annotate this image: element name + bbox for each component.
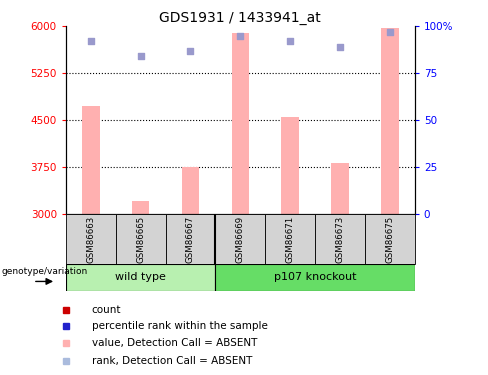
Bar bbox=[265, 214, 315, 264]
Bar bbox=[165, 214, 215, 264]
Point bbox=[87, 38, 95, 44]
Text: GSM86665: GSM86665 bbox=[136, 215, 145, 262]
Bar bbox=[66, 214, 116, 264]
Bar bbox=[282, 117, 299, 214]
Text: GSM86673: GSM86673 bbox=[336, 215, 345, 262]
Text: wild type: wild type bbox=[115, 273, 166, 282]
Bar bbox=[365, 214, 415, 264]
Text: rank, Detection Call = ABSENT: rank, Detection Call = ABSENT bbox=[92, 356, 252, 366]
Text: GSM86669: GSM86669 bbox=[236, 216, 245, 262]
Text: GSM86671: GSM86671 bbox=[285, 215, 295, 262]
Bar bbox=[182, 167, 199, 214]
Text: value, Detection Call = ABSENT: value, Detection Call = ABSENT bbox=[92, 338, 257, 348]
Text: percentile rank within the sample: percentile rank within the sample bbox=[92, 321, 267, 331]
Bar bbox=[116, 214, 165, 264]
Text: GSM86675: GSM86675 bbox=[386, 215, 394, 262]
Point bbox=[237, 33, 244, 39]
Text: count: count bbox=[92, 305, 121, 315]
Point bbox=[186, 48, 194, 54]
Title: GDS1931 / 1433941_at: GDS1931 / 1433941_at bbox=[160, 11, 321, 25]
Text: genotype/variation: genotype/variation bbox=[1, 267, 87, 276]
Bar bbox=[315, 214, 365, 264]
Bar bbox=[66, 264, 215, 291]
Text: p107 knockout: p107 knockout bbox=[274, 273, 356, 282]
Bar bbox=[381, 27, 399, 214]
Bar bbox=[215, 264, 415, 291]
Bar bbox=[82, 106, 100, 214]
Bar bbox=[331, 162, 349, 214]
Point bbox=[386, 29, 394, 35]
Point bbox=[286, 38, 294, 44]
Text: GSM86663: GSM86663 bbox=[86, 215, 95, 262]
Bar bbox=[232, 33, 249, 214]
Text: GSM86667: GSM86667 bbox=[186, 215, 195, 262]
Bar bbox=[132, 201, 149, 214]
Point bbox=[336, 44, 344, 50]
Bar bbox=[215, 214, 265, 264]
Point bbox=[137, 53, 144, 59]
